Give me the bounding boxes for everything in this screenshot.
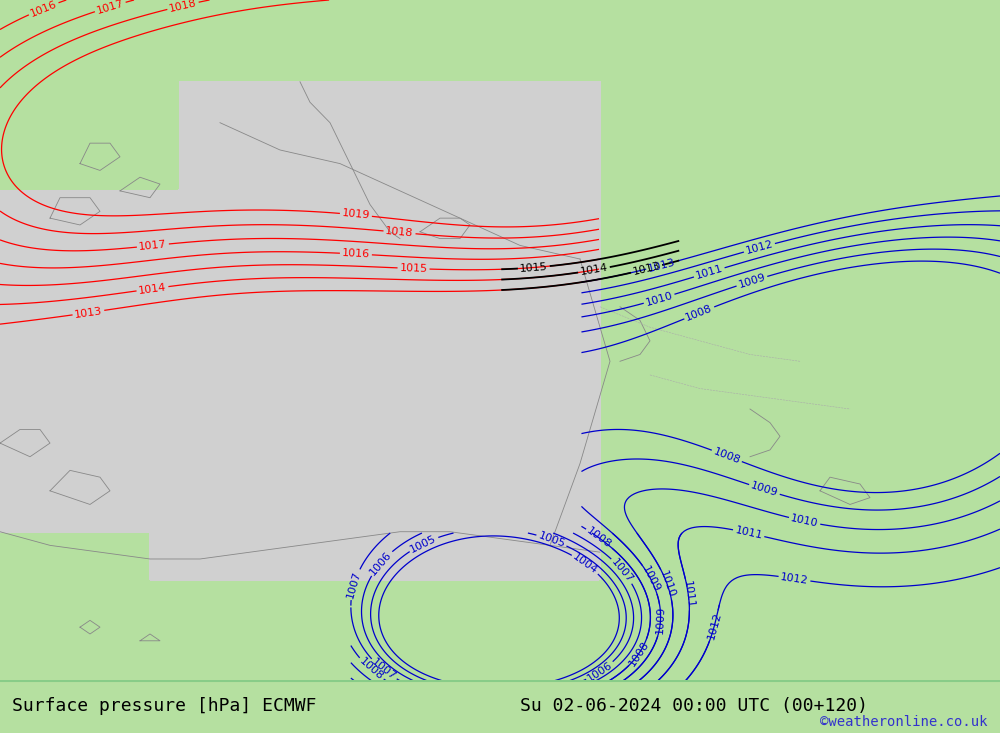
Text: Surface pressure [hPa] ECMWF: Surface pressure [hPa] ECMWF bbox=[12, 696, 316, 715]
Text: 1012: 1012 bbox=[706, 611, 723, 641]
Text: 1007: 1007 bbox=[610, 556, 635, 585]
Text: 1016: 1016 bbox=[29, 0, 58, 18]
Text: 1016: 1016 bbox=[342, 248, 370, 259]
Text: Su 02-06-2024 00:00 UTC (00+120): Su 02-06-2024 00:00 UTC (00+120) bbox=[520, 696, 868, 715]
Text: 1004: 1004 bbox=[571, 551, 600, 576]
Text: 1005: 1005 bbox=[409, 533, 438, 554]
Text: 1014: 1014 bbox=[579, 262, 609, 277]
Text: 1015: 1015 bbox=[399, 263, 428, 274]
Text: 1011: 1011 bbox=[734, 525, 763, 541]
Text: 1009: 1009 bbox=[655, 606, 666, 635]
Text: 1010: 1010 bbox=[790, 513, 819, 529]
Text: 1007: 1007 bbox=[369, 657, 398, 682]
Text: 1017: 1017 bbox=[138, 239, 167, 252]
Text: 1008: 1008 bbox=[585, 526, 614, 550]
Text: 1005: 1005 bbox=[537, 531, 567, 549]
Text: 1018: 1018 bbox=[385, 226, 414, 238]
Text: 1009: 1009 bbox=[749, 481, 779, 498]
Text: 1015: 1015 bbox=[519, 262, 548, 273]
Text: 1014: 1014 bbox=[138, 282, 167, 295]
Text: 1008: 1008 bbox=[357, 656, 385, 682]
Text: 1019: 1019 bbox=[341, 208, 370, 221]
Text: 1012: 1012 bbox=[780, 572, 809, 586]
Text: 1017: 1017 bbox=[95, 0, 125, 15]
Text: 1009: 1009 bbox=[640, 564, 662, 594]
Text: 1012: 1012 bbox=[745, 239, 774, 257]
Text: 1006: 1006 bbox=[368, 549, 394, 577]
Text: ©weatheronline.co.uk: ©weatheronline.co.uk bbox=[820, 715, 988, 729]
Text: 1018: 1018 bbox=[168, 0, 198, 14]
Text: 1013: 1013 bbox=[647, 257, 676, 273]
Text: 1009: 1009 bbox=[737, 272, 767, 290]
Text: 1008: 1008 bbox=[712, 446, 742, 465]
Text: 1006: 1006 bbox=[586, 660, 615, 683]
Text: 1011: 1011 bbox=[682, 580, 695, 609]
Text: 1008: 1008 bbox=[684, 303, 714, 323]
Text: 1007: 1007 bbox=[345, 570, 363, 599]
Text: 1010: 1010 bbox=[644, 290, 674, 308]
Text: 1011: 1011 bbox=[694, 264, 724, 281]
Text: 1008: 1008 bbox=[627, 638, 651, 668]
Text: 1013: 1013 bbox=[74, 306, 103, 320]
Text: 1010: 1010 bbox=[658, 570, 677, 599]
Text: 1013: 1013 bbox=[632, 261, 661, 277]
